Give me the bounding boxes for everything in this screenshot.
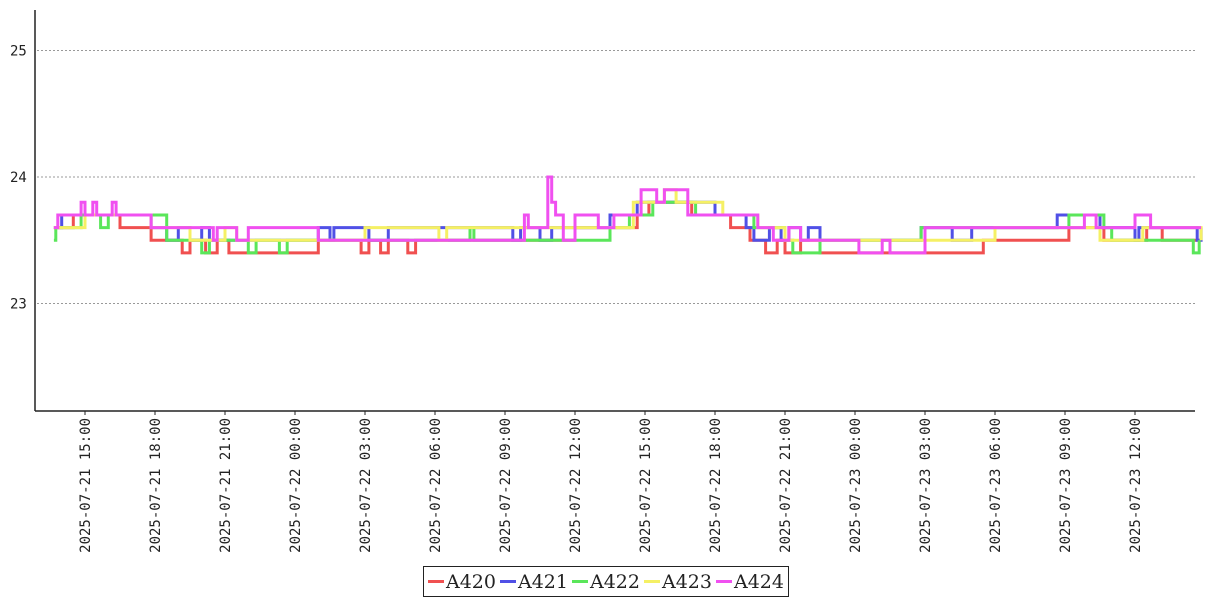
x-tick-label: 2025-07-22 15:00: [638, 418, 654, 553]
legend-label: A421: [518, 570, 568, 593]
x-tick-label: 2025-07-23 03:00: [918, 418, 934, 553]
axes: [34, 10, 1195, 412]
legend-label: A422: [590, 570, 640, 593]
legend-swatch: [428, 580, 444, 583]
x-tick-label: 2025-07-23 12:00: [1128, 418, 1144, 553]
legend: A420 A421 A422 A423 A424: [423, 566, 789, 597]
x-tick-label: 2025-07-22 06:00: [428, 418, 444, 553]
legend-label: A420: [446, 570, 496, 593]
series-line-a424: [53, 175, 1202, 255]
x-tick-label: 2025-07-23 00:00: [848, 418, 864, 553]
legend-item-a423: A423: [644, 571, 712, 593]
x-tick-label: 2025-07-23 09:00: [1058, 418, 1074, 553]
x-tick-label: 2025-07-22 09:00: [498, 418, 514, 553]
legend-swatch: [716, 580, 732, 583]
x-tick-label: 2025-07-22 18:00: [708, 418, 724, 553]
legend-label: A424: [734, 570, 784, 593]
x-tick-label: 2025-07-22 03:00: [358, 418, 374, 553]
legend-item-a421: A421: [500, 571, 568, 593]
y-tick-label: 24: [10, 170, 27, 186]
x-tick-labels: 2025-07-21 15:00 2025-07-21 18:00 2025-07-…: [78, 411, 1144, 553]
series-lines: [53, 175, 1203, 255]
legend-item-a422: A422: [572, 571, 640, 593]
x-tick-label: 2025-07-21 18:00: [148, 418, 164, 553]
legend-swatch: [572, 580, 588, 583]
y-tick-label: 23: [10, 297, 27, 313]
x-tick-label: 2025-07-22 00:00: [288, 418, 304, 553]
x-tick-label: 2025-07-21 15:00: [78, 418, 94, 553]
legend-item-a424: A424: [716, 571, 784, 593]
gridlines: [37, 50, 1195, 304]
legend-swatch: [500, 580, 516, 583]
x-tick-label: 2025-07-21 21:00: [218, 418, 234, 553]
y-tick-label: 25: [10, 44, 27, 60]
legend-item-a420: A420: [428, 571, 496, 593]
x-tick-label: 2025-07-22 21:00: [778, 418, 794, 553]
y-tick-labels: 23 24 25: [10, 44, 27, 313]
legend-swatch: [644, 580, 660, 583]
legend-label: A423: [662, 570, 712, 593]
x-tick-label: 2025-07-23 06:00: [988, 418, 1004, 553]
x-tick-label: 2025-07-22 12:00: [568, 418, 584, 553]
